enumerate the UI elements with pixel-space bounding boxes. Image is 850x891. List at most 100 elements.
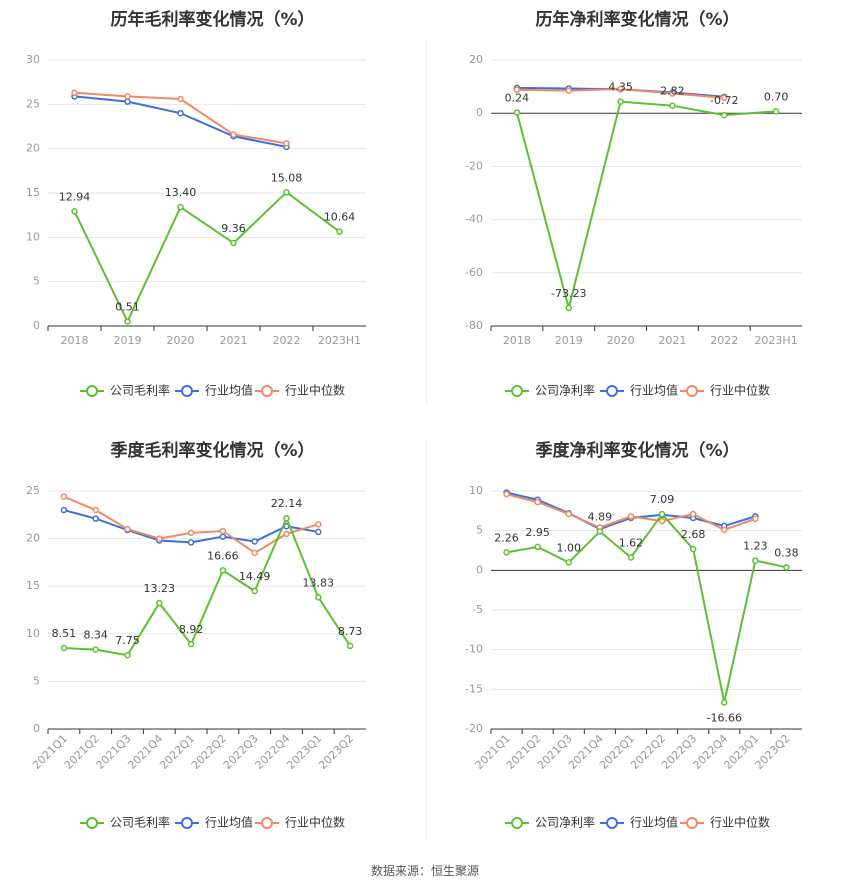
data-point-avg — [315, 528, 322, 536]
data-point-company — [283, 189, 290, 196]
legend-item-median[interactable]: 行业中位数 — [255, 383, 345, 398]
data-point-company — [669, 102, 676, 109]
data-point-median — [156, 535, 163, 542]
data-point-avg — [124, 98, 131, 105]
legend-item-company[interactable]: 公司毛利率 — [80, 383, 170, 398]
data-label: 2.26 — [494, 531, 519, 544]
y-tick-label: 0 — [476, 106, 483, 119]
y-tick-label: 10 — [469, 484, 483, 497]
y-tick-label: 15 — [26, 579, 40, 592]
data-label: 13.40 — [165, 186, 197, 199]
data-label: 9.36 — [221, 222, 246, 235]
data-point-company — [315, 594, 322, 601]
data-point-company — [689, 545, 697, 553]
legend-item-avg[interactable]: 行业均值 — [600, 815, 678, 830]
data-point-company — [230, 239, 237, 247]
data-point-company — [721, 111, 728, 119]
legend-item-median[interactable]: 行业中位数 — [255, 815, 345, 830]
data-point-company — [124, 318, 131, 325]
chart-title: 历年毛利率变化情况（%） — [110, 9, 314, 30]
y-tick-label: 0 — [33, 722, 40, 735]
data-label: 7.09 — [650, 493, 675, 506]
data-label: 12.94 — [59, 190, 91, 203]
chart-svg-0: 历年毛利率变化情况（%） 0 5 10 15 20 25 30 2018 2019 2020 2021… — [26, 9, 366, 398]
legend-item-median[interactable]: 行业中位数 — [680, 383, 770, 398]
data-point-company — [721, 699, 728, 706]
data-point-median — [251, 549, 258, 557]
data-point-median — [219, 527, 227, 535]
data-label: 8.92 — [179, 623, 204, 636]
y-tick-label: 10 — [26, 627, 40, 640]
y-tick-label: 25 — [26, 484, 40, 497]
y-tick-label: 5 — [33, 674, 40, 687]
y-tick-label: -10 — [465, 643, 483, 656]
legend-marker — [181, 817, 193, 829]
legend-label: 行业中位数 — [285, 383, 345, 398]
legend-item-avg[interactable]: 行业均值 — [175, 815, 253, 830]
data-point-company — [346, 642, 354, 650]
x-tick-label: 2018 — [61, 334, 89, 347]
legend-marker — [686, 385, 698, 397]
y-tick-label: 30 — [26, 53, 40, 66]
y-tick-label: -20 — [465, 722, 483, 735]
y-tick-label: 0 — [33, 319, 40, 332]
legend-label: 公司毛利率 — [110, 815, 170, 830]
data-point-company — [783, 564, 790, 571]
x-tick-label: 2023Q2 — [316, 732, 356, 772]
data-label: -73.23 — [551, 287, 586, 300]
y-tick-label: -60 — [465, 266, 483, 279]
chart-svg-2: 季度毛利率变化情况（%）05101520252021Q12021Q22021Q3… — [26, 440, 366, 830]
data-point-company — [251, 587, 258, 595]
legend-label: 公司净利率 — [535, 815, 595, 830]
legend-item-avg[interactable]: 行业均值 — [175, 383, 253, 398]
legend-item-company[interactable]: 公司毛利率 — [80, 815, 170, 830]
legend-item-median[interactable]: 行业中位数 — [680, 815, 770, 830]
quarterly-gross-margin-chart: 季度毛利率变化情况（%） 0 5 10 15 20 25 2021Q1 2021Q2 2021Q3… — [0, 430, 425, 850]
y-tick-label: 25 — [26, 97, 40, 110]
data-label: 1.23 — [743, 540, 768, 553]
data-point-company — [156, 599, 163, 607]
data-point-company — [513, 109, 521, 116]
data-label: 4.35 — [608, 81, 633, 94]
data-label: 2.68 — [681, 528, 706, 541]
data-point-company — [71, 208, 78, 215]
data-label: 0.24 — [505, 92, 530, 105]
y-tick-label: 10 — [26, 230, 40, 243]
data-point-median — [752, 515, 759, 523]
data-label: 14.49 — [239, 570, 271, 583]
data-point-company — [92, 646, 99, 653]
legend-label: 公司净利率 — [535, 383, 595, 398]
data-label: -16.66 — [707, 712, 742, 725]
data-label: 0.70 — [764, 90, 789, 103]
x-tick-label: 2021 — [220, 334, 248, 347]
legend-marker — [511, 385, 523, 397]
data-label: 16.66 — [207, 549, 239, 562]
data-label: 4.89 — [588, 511, 613, 524]
data-point-company — [752, 557, 759, 564]
quarterly-net-margin-chart: 季度净利率变化情况（%） -20 -15 -10 -5 0 5 10 2021Q1 2021Q2 2… — [425, 430, 850, 850]
data-point-company — [336, 228, 343, 235]
data-point-company — [283, 514, 290, 522]
data-point-company — [534, 543, 541, 551]
data-label: 2.95 — [525, 526, 550, 539]
data-label: 0.51 — [115, 300, 140, 313]
data-point-company — [124, 651, 131, 659]
data-point-avg — [177, 109, 184, 117]
data-point-median — [92, 506, 99, 514]
chart-title: 季度毛利率变化情况（%） — [110, 440, 314, 461]
series-line-company — [63, 515, 351, 657]
legend-item-avg[interactable]: 行业均值 — [600, 383, 678, 398]
legend-item-company[interactable]: 公司净利率 — [505, 383, 595, 398]
data-label: -0.72 — [710, 94, 738, 107]
data-label: 1.62 — [619, 536, 644, 549]
legend-marker — [686, 817, 698, 829]
data-point-avg — [92, 515, 99, 522]
y-tick-label: -80 — [465, 319, 483, 332]
data-point-median — [565, 87, 572, 94]
data-point-company — [627, 554, 635, 561]
data-point-median — [513, 86, 521, 94]
legend-label: 行业中位数 — [710, 815, 770, 830]
legend-item-company[interactable]: 公司净利率 — [505, 815, 595, 830]
data-point-company — [503, 549, 510, 556]
data-point-median — [124, 93, 131, 100]
